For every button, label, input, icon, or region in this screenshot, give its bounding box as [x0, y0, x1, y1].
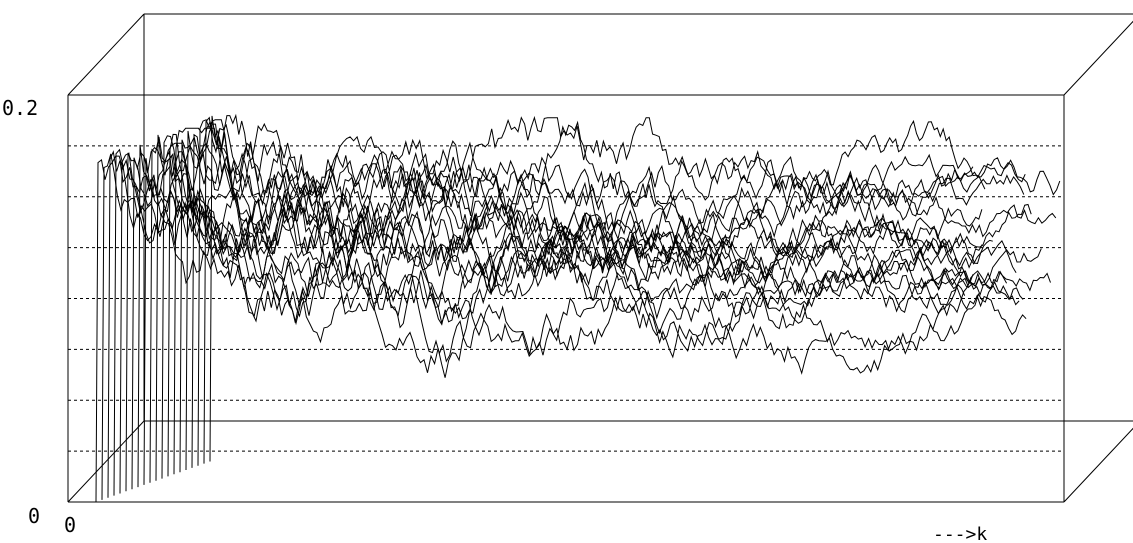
y-tick-label-min: 0: [28, 504, 40, 528]
series-line-5: [119, 152, 1020, 494]
depth-edge-top-right: [1063, 20, 1133, 96]
series-line-11: [155, 134, 1051, 481]
x-axis-label: --->k: [933, 524, 987, 543]
series-line-1: [95, 155, 1017, 503]
series-line-2: [101, 153, 983, 500]
x-tick-label-min: 0: [64, 513, 76, 537]
series-line-8: [137, 144, 1042, 488]
series-line-16: [185, 122, 983, 471]
series-line-18: [197, 119, 993, 466]
depth-edge-bottom-left: [67, 420, 145, 503]
plot-box: [67, 13, 1133, 503]
series-group: [95, 113, 1061, 503]
series-line-10: [149, 135, 1057, 483]
series-line-12: [161, 135, 1024, 479]
axis-labels: 0.2 0 0 --->k: [2, 96, 987, 543]
depth-edge-bottom-right: [1063, 427, 1133, 503]
y-tick-label-max: 0.2: [2, 96, 38, 120]
series-line-9: [143, 148, 1025, 485]
series-line-3: [107, 150, 966, 498]
series-line-20: [209, 113, 986, 462]
series-line-19: [203, 115, 1061, 464]
series-line-15: [179, 133, 974, 473]
depth-edge-top-left: [67, 13, 145, 96]
series-line-4: [113, 148, 1027, 496]
